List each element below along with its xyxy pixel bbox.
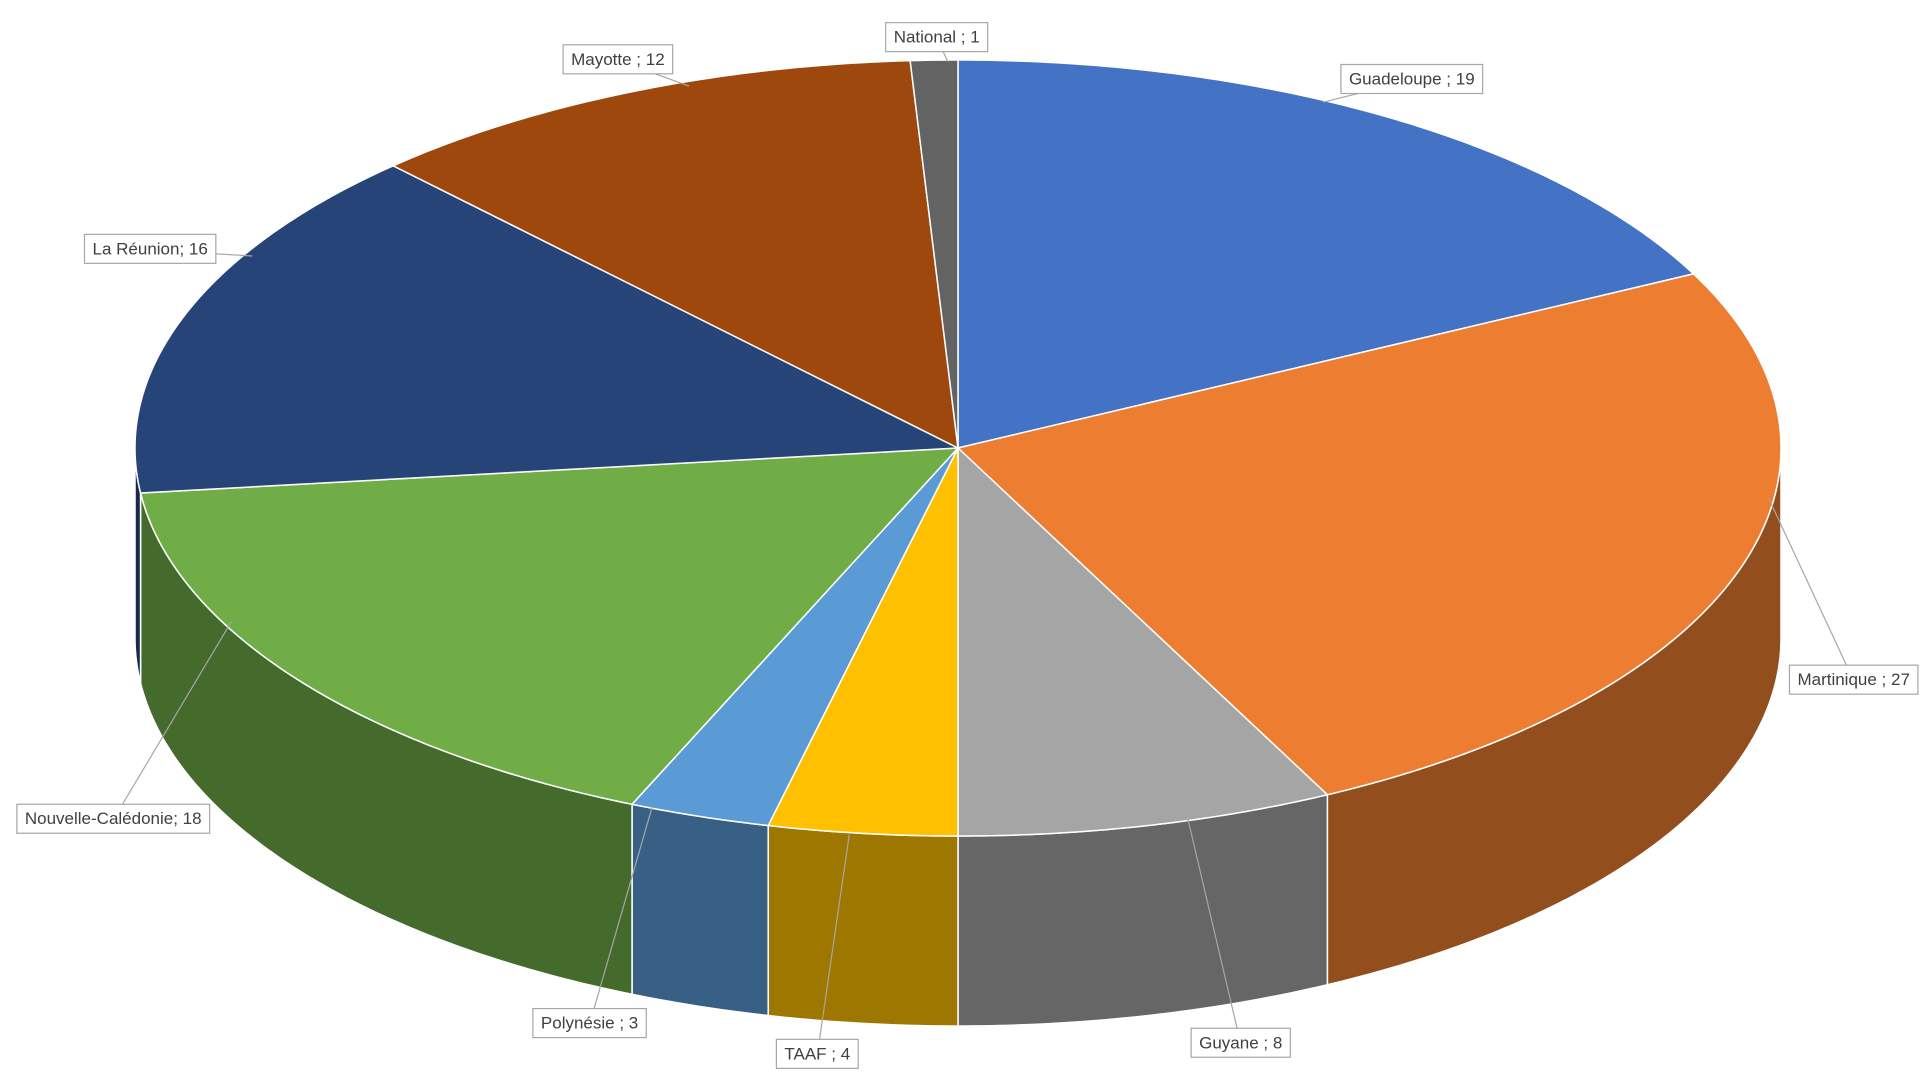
data-label-text: Mayotte ; 12 [571,50,665,69]
data-label: La Réunion; 16 [83,233,253,264]
slice-side [767,824,959,1027]
label-box [1190,1027,1291,1058]
leader-line [589,806,653,1025]
data-label: Polynésie ; 3 [532,806,653,1039]
slice [957,59,1696,449]
data-label: Guyane ; 8 [1187,818,1291,1058]
label-box [885,22,989,53]
label-box [562,44,674,75]
slice [909,59,959,449]
data-label-text: Nouvelle-Calédonie; 18 [25,809,202,828]
label-box [16,803,211,834]
data-label: Martinique ; 27 [1768,498,1919,695]
slice [391,59,959,450]
data-label: TAAF ; 4 [775,834,859,1069]
leader-line [1768,498,1855,681]
leader-line [816,834,850,1055]
label-box [1788,664,1919,695]
slice [139,447,960,806]
slice-side [631,803,769,1017]
slice [957,446,1329,837]
data-label: Nouvelle-Calédonie; 18 [16,621,232,834]
data-label-text: La Réunion; 16 [93,239,208,258]
data-label-text: Guyane ; 8 [1199,1033,1282,1052]
data-label-text: National ; 1 [894,28,980,47]
label-box [532,1007,647,1039]
leader-line [112,621,232,821]
label-box [83,233,217,264]
slice [630,447,959,827]
label-box [775,1038,859,1069]
data-label-text: Guadeloupe ; 19 [1349,69,1475,88]
slice [956,273,1782,796]
data-label-text: Polynésie ; 3 [541,1014,638,1033]
slice [767,447,959,837]
data-label-text: Martinique ; 27 [1797,670,1909,689]
data-label: Guadeloupe ; 19 [1323,63,1484,103]
slice [134,164,961,494]
data-label-text: TAAF ; 4 [784,1044,850,1063]
data-label: Mayotte ; 12 [562,44,690,87]
label-box [1340,63,1484,95]
data-label: National ; 1 [885,22,989,62]
leader-line [1187,818,1242,1044]
